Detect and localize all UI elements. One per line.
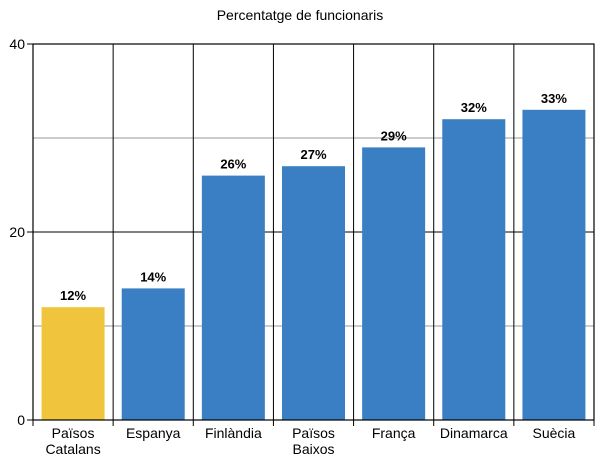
bar xyxy=(522,109,586,421)
x-tick-label: França xyxy=(372,425,416,441)
x-tick-label: Suècia xyxy=(533,425,576,441)
bar xyxy=(442,119,506,420)
data-label: 26% xyxy=(220,157,246,172)
bar xyxy=(201,175,265,420)
x-tick-label: Dinamarca xyxy=(440,425,508,441)
plot-frame xyxy=(32,43,595,421)
y-tick-label: 40 xyxy=(9,36,25,52)
x-tick-label: Finlàndia xyxy=(205,425,262,441)
x-tick-label: Països Catalans xyxy=(45,425,100,457)
data-label: 33% xyxy=(541,91,567,106)
y-tick-label: 20 xyxy=(9,224,25,240)
y-axis: 0 20 40 xyxy=(9,36,25,428)
bar xyxy=(282,166,345,420)
x-tick-label: Països Baixos xyxy=(292,425,335,457)
bar xyxy=(362,147,426,420)
bar xyxy=(121,288,185,420)
bar xyxy=(41,307,105,420)
data-label: 29% xyxy=(381,128,407,143)
data-label: 14% xyxy=(140,269,166,284)
y-tick-label: 0 xyxy=(17,412,25,428)
data-label: 12% xyxy=(60,288,86,303)
bars xyxy=(41,109,586,421)
data-label: 27% xyxy=(300,147,326,162)
data-labels: 12% 14% 26% 27% 29% 32% 33% xyxy=(60,91,567,303)
x-tick-label: Espanya xyxy=(126,425,181,441)
plot-border xyxy=(32,43,595,421)
chart-title: Percentatge de funcionaris xyxy=(217,7,384,23)
data-label: 32% xyxy=(461,100,487,115)
x-axis: Països Catalans Espanya Finlàndia Països Baix… xyxy=(45,425,575,457)
